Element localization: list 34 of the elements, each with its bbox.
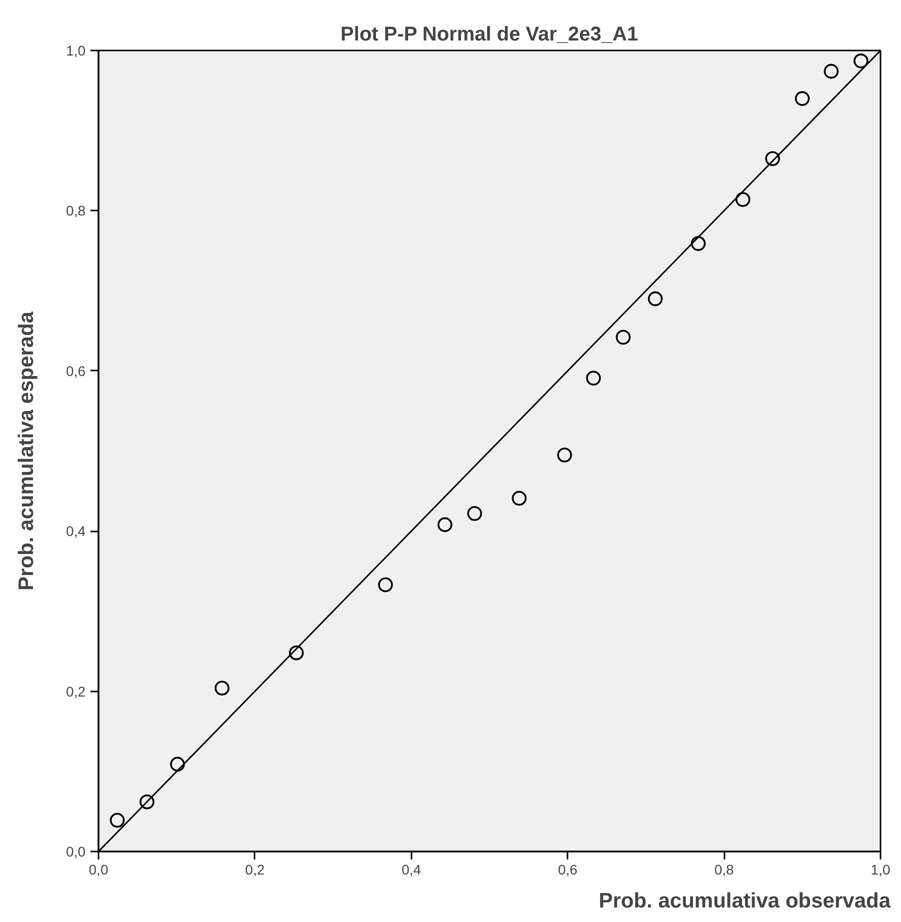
point	[170, 756, 185, 772]
y-tick-label: 0,0	[66, 844, 86, 860]
y-tick-label: 0,8	[66, 202, 86, 219]
chart-title: Plot P-P Normal de Var_2e3_A1	[340, 24, 638, 46]
point	[765, 151, 780, 166]
y-tick-label: 0,6	[66, 362, 86, 379]
point	[794, 91, 810, 106]
x-tick-label: 0,8	[714, 862, 734, 878]
y-tick-label: 1,0	[66, 42, 86, 58]
point	[467, 506, 482, 521]
point	[288, 645, 304, 660]
x-tick-label: 0,6	[558, 862, 578, 878]
point	[557, 448, 572, 462]
point	[586, 370, 601, 386]
x-tick-label: 0,4	[402, 862, 422, 878]
point	[648, 291, 663, 306]
point	[110, 812, 125, 828]
x-tick-label: 0,2	[245, 862, 265, 878]
y-tick-label: 0,2	[66, 683, 86, 700]
point	[140, 794, 154, 810]
y-axis-title: Prob. acumulativa esperada	[15, 311, 38, 590]
point	[854, 54, 868, 68]
x-axis-title: Prob. acumulativa observada	[598, 890, 891, 912]
x-tick-label: 0,0	[88, 862, 108, 878]
point	[824, 64, 839, 79]
point	[214, 680, 230, 696]
point	[512, 490, 527, 506]
y-tick-label: 0,4	[66, 523, 86, 540]
x-tick-label: 1,0	[870, 862, 890, 878]
point	[438, 517, 452, 532]
point	[690, 236, 706, 251]
point	[616, 330, 631, 345]
point	[378, 577, 393, 592]
point	[735, 192, 750, 207]
